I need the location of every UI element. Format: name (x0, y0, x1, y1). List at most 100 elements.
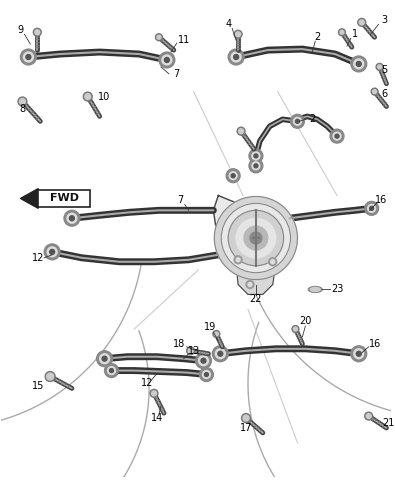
Circle shape (214, 196, 297, 279)
Circle shape (44, 244, 60, 260)
Circle shape (100, 354, 109, 364)
Circle shape (335, 134, 339, 138)
Circle shape (356, 61, 361, 66)
Circle shape (64, 210, 80, 226)
Circle shape (26, 55, 31, 60)
Circle shape (47, 247, 57, 257)
Circle shape (366, 414, 371, 419)
Text: 12: 12 (32, 253, 45, 263)
Circle shape (199, 356, 209, 366)
Text: 8: 8 (19, 105, 26, 114)
Text: 7: 7 (178, 195, 184, 205)
Circle shape (234, 55, 239, 60)
Circle shape (351, 346, 367, 361)
Circle shape (226, 169, 240, 182)
Circle shape (164, 58, 169, 62)
Circle shape (228, 210, 284, 266)
Circle shape (371, 88, 378, 95)
Circle shape (159, 52, 175, 68)
Circle shape (67, 213, 77, 223)
Text: 18: 18 (173, 339, 185, 349)
Circle shape (290, 114, 305, 128)
Circle shape (45, 372, 55, 382)
Circle shape (376, 63, 383, 71)
Circle shape (33, 28, 41, 36)
Text: 17: 17 (240, 423, 252, 433)
Circle shape (365, 412, 372, 420)
Text: 21: 21 (382, 418, 395, 428)
Circle shape (221, 204, 290, 273)
Text: 9: 9 (17, 25, 24, 36)
Circle shape (85, 94, 91, 99)
Circle shape (23, 52, 33, 62)
Circle shape (18, 97, 27, 106)
Circle shape (47, 373, 54, 380)
Circle shape (234, 30, 242, 38)
Circle shape (246, 280, 254, 288)
Circle shape (356, 351, 361, 356)
Circle shape (109, 369, 113, 372)
Circle shape (218, 351, 223, 356)
Circle shape (236, 32, 241, 37)
Circle shape (228, 49, 244, 65)
Circle shape (50, 250, 55, 254)
Circle shape (215, 349, 225, 359)
Text: 14: 14 (151, 413, 163, 423)
Circle shape (358, 18, 366, 26)
Circle shape (242, 414, 250, 422)
Circle shape (162, 55, 172, 65)
Circle shape (229, 172, 237, 180)
Circle shape (236, 218, 276, 258)
Circle shape (293, 327, 297, 331)
Polygon shape (213, 195, 293, 276)
Circle shape (70, 216, 74, 221)
Circle shape (354, 349, 364, 359)
Circle shape (107, 367, 115, 374)
Circle shape (293, 117, 301, 125)
Circle shape (213, 331, 220, 337)
Circle shape (203, 371, 211, 379)
Circle shape (152, 391, 156, 396)
Circle shape (368, 204, 376, 212)
Text: 15: 15 (32, 382, 45, 391)
Circle shape (156, 34, 162, 41)
Text: 20: 20 (299, 316, 312, 326)
Circle shape (196, 353, 211, 369)
Circle shape (378, 65, 382, 69)
Circle shape (243, 415, 249, 421)
Circle shape (252, 162, 260, 170)
Circle shape (250, 232, 262, 244)
Circle shape (249, 159, 263, 173)
Circle shape (231, 52, 241, 62)
Circle shape (330, 129, 344, 143)
Text: 2: 2 (314, 32, 320, 42)
Text: 6: 6 (382, 89, 387, 98)
Circle shape (244, 226, 268, 250)
Circle shape (359, 20, 364, 25)
Polygon shape (21, 189, 78, 208)
Circle shape (150, 389, 158, 397)
Circle shape (339, 29, 345, 36)
Circle shape (213, 346, 228, 361)
Circle shape (199, 368, 213, 382)
Circle shape (372, 90, 376, 94)
Circle shape (19, 98, 25, 105)
Circle shape (354, 59, 364, 69)
Circle shape (292, 325, 299, 333)
Bar (38, 190, 90, 207)
Text: 13: 13 (188, 346, 200, 356)
Circle shape (249, 149, 263, 163)
Circle shape (254, 164, 258, 168)
Circle shape (295, 120, 299, 123)
Text: 23: 23 (331, 285, 343, 294)
Circle shape (105, 364, 118, 377)
Text: 3: 3 (382, 15, 387, 25)
Polygon shape (236, 265, 276, 294)
Text: 22: 22 (250, 294, 262, 304)
Text: 5: 5 (381, 65, 387, 75)
Circle shape (248, 283, 252, 287)
Text: 4: 4 (225, 19, 231, 29)
Circle shape (35, 30, 40, 35)
Text: 16: 16 (375, 195, 387, 205)
Text: 2: 2 (309, 114, 315, 124)
